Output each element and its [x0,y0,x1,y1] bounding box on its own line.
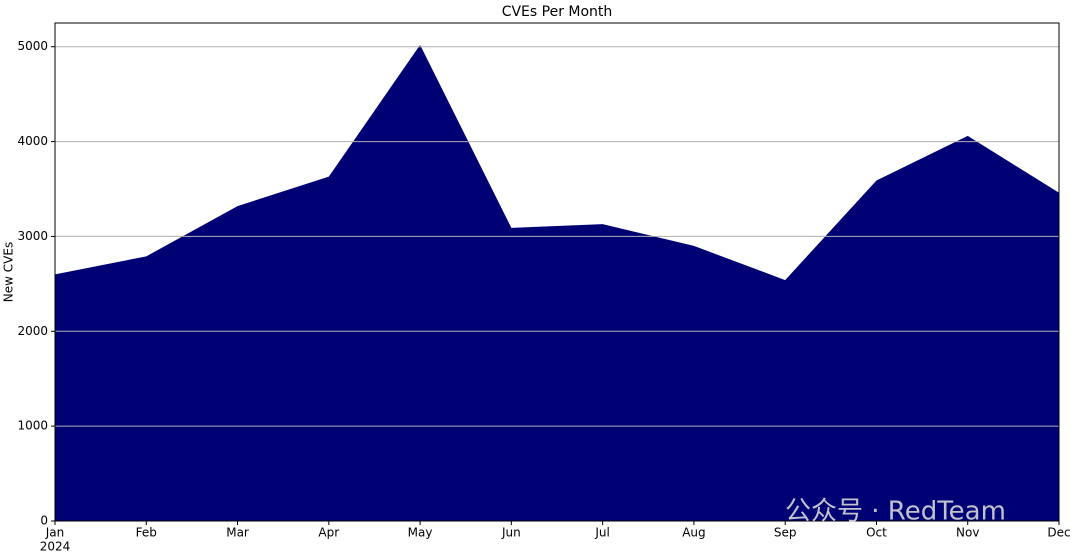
x-tick-label: Jan [45,526,65,540]
x-tick-label: Mar [226,526,249,540]
y-tick-label: 3000 [17,229,48,243]
x-tick-label: Oct [866,526,887,540]
chart-title: CVEs Per Month [502,4,613,20]
x-tick-label: Sep [774,526,797,540]
y-tick-label: 4000 [17,134,48,148]
y-tick-label: 1000 [17,419,48,433]
x-tick-label: Jul [594,526,609,540]
y-axis-label: New CVEs [2,242,16,302]
x-tick-label: Feb [136,526,157,540]
x-tick-label: Jun [501,526,521,540]
x-tick-label: May [408,526,433,540]
x-year-label: 2024 [40,540,71,554]
y-tick-label: 5000 [17,39,48,53]
x-tick-label: Nov [956,526,979,540]
y-tick-label: 0 [40,514,48,528]
x-tick-label: Dec [1047,526,1070,540]
watermark: 公众号 · RedTeam [785,497,1006,527]
y-tick-label: 2000 [17,324,48,338]
plot-frame [54,22,1060,522]
x-tick-label: Aug [682,526,705,540]
area [55,44,1059,522]
x-tick-label: Apr [318,526,339,540]
